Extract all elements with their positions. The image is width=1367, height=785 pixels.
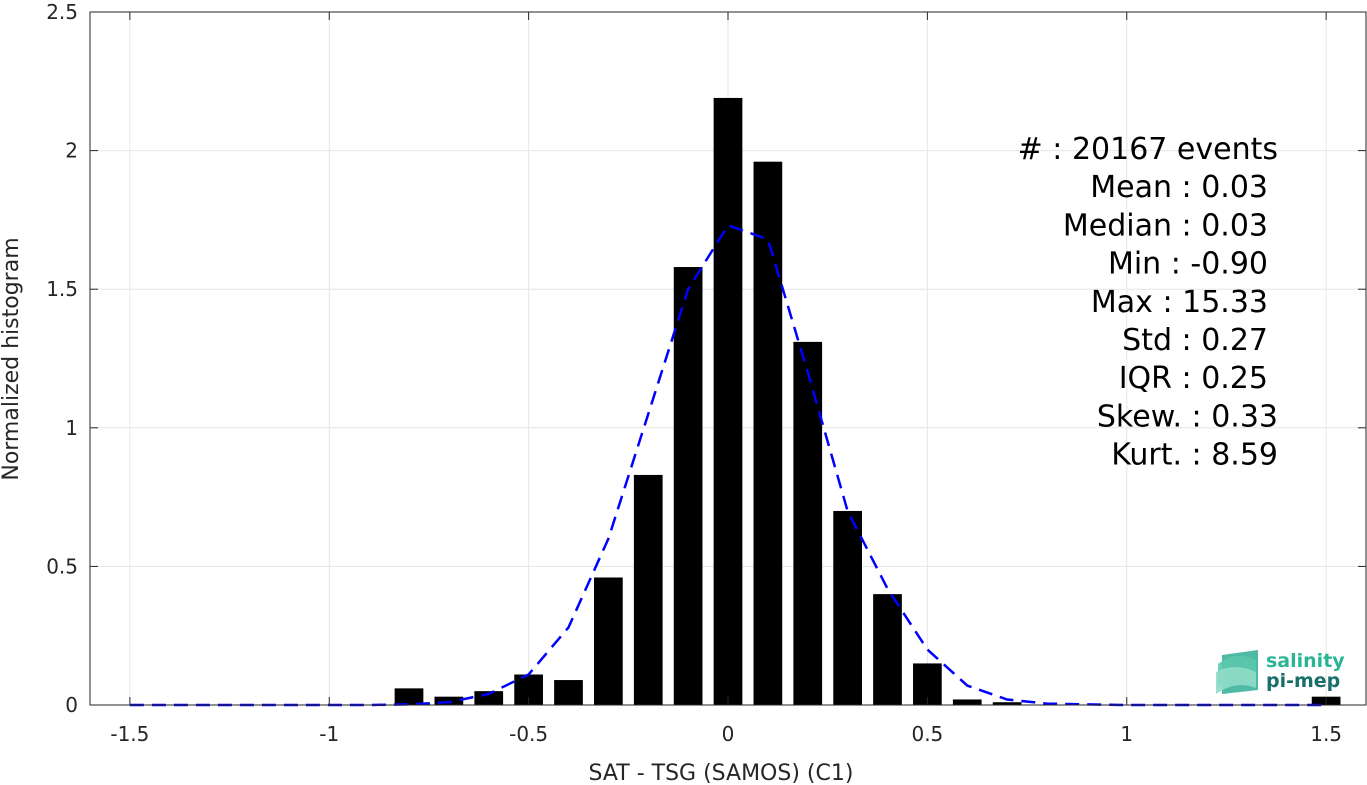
x-tick-label: 0 bbox=[722, 722, 735, 746]
y-tick-label: 2.5 bbox=[46, 0, 78, 24]
stat-line: Mean : 0.03 bbox=[1090, 170, 1268, 205]
histogram-bar bbox=[594, 577, 623, 705]
stat-line: Median : 0.03 bbox=[1063, 208, 1268, 243]
histogram-bar bbox=[713, 97, 743, 705]
y-axis-label: Normalized histogram bbox=[0, 237, 24, 480]
x-tick-label: -1.5 bbox=[110, 722, 149, 746]
logo-line-2: pi-mep bbox=[1266, 670, 1340, 692]
stat-line: Skew. : 0.33 bbox=[1097, 399, 1278, 434]
y-tick-label: 0.5 bbox=[46, 554, 78, 578]
stat-line: Max : 15.33 bbox=[1091, 285, 1268, 320]
stat-line: Std : 0.27 bbox=[1122, 323, 1268, 358]
stat-line: Min : -0.90 bbox=[1108, 247, 1268, 282]
histogram-bar bbox=[554, 680, 583, 705]
x-tick-label: -0.5 bbox=[509, 722, 548, 746]
histogram-bar bbox=[873, 594, 902, 705]
histogram-bar bbox=[833, 510, 862, 705]
stat-line: # : 20167 events bbox=[1018, 132, 1278, 167]
x-tick-label: -1 bbox=[319, 722, 339, 746]
histogram-bar bbox=[753, 161, 783, 706]
y-tick-label: 1 bbox=[65, 416, 78, 440]
histogram-bar bbox=[793, 341, 823, 705]
salinity-pi-mep-logo: salinity pi-mep bbox=[1216, 650, 1345, 694]
x-tick-label: 1.5 bbox=[1310, 722, 1342, 746]
x-axis-ticks: -1.5 -1 -0.5 0 0.5 1 1.5 bbox=[110, 12, 1342, 746]
x-tick-label: 1 bbox=[1120, 722, 1133, 746]
histogram-bar bbox=[952, 699, 982, 705]
logo-line-1: salinity bbox=[1266, 650, 1345, 672]
histogram-bar bbox=[434, 696, 464, 705]
logo-mark-icon bbox=[1216, 650, 1258, 694]
histogram-bar bbox=[992, 702, 1022, 705]
x-tick-label: 0.5 bbox=[911, 722, 943, 746]
y-tick-label: 0 bbox=[65, 693, 78, 717]
stat-line: IQR : 0.25 bbox=[1119, 361, 1268, 396]
stat-line: Kurt. : 8.59 bbox=[1111, 438, 1278, 473]
histogram-bar bbox=[673, 267, 703, 705]
y-tick-label: 2 bbox=[65, 139, 78, 163]
histogram-bar bbox=[394, 688, 424, 705]
y-tick-label: 1.5 bbox=[46, 277, 78, 301]
histogram-bar bbox=[633, 474, 663, 705]
histogram-bars bbox=[394, 97, 1341, 706]
y-axis-ticks: 0 0.5 1 1.5 2 2.5 bbox=[46, 0, 1366, 717]
x-axis-label: SAT - TSG (SAMOS) (C1) bbox=[589, 761, 854, 785]
